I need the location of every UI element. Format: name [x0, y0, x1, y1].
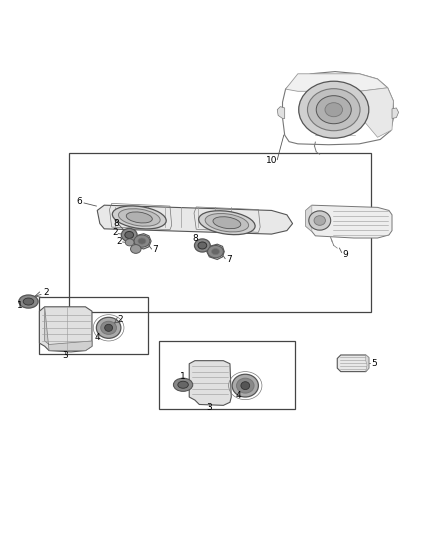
Ellipse shape — [213, 217, 241, 229]
Text: 2: 2 — [112, 228, 118, 237]
Text: 7: 7 — [152, 245, 158, 254]
Text: 8: 8 — [193, 233, 198, 243]
Text: 8: 8 — [113, 219, 119, 228]
Polygon shape — [97, 205, 293, 234]
Polygon shape — [286, 74, 388, 91]
Text: 1: 1 — [180, 373, 186, 382]
Ellipse shape — [199, 211, 255, 235]
Ellipse shape — [309, 211, 331, 230]
Text: 9: 9 — [343, 250, 348, 259]
Ellipse shape — [101, 321, 117, 334]
Ellipse shape — [178, 381, 188, 388]
Ellipse shape — [307, 88, 360, 131]
Ellipse shape — [134, 235, 150, 247]
Polygon shape — [366, 355, 369, 372]
Bar — [69, 152, 371, 312]
Ellipse shape — [118, 209, 160, 226]
Text: 5: 5 — [371, 359, 377, 368]
Polygon shape — [45, 307, 92, 351]
Polygon shape — [189, 361, 231, 405]
Ellipse shape — [96, 317, 121, 338]
Ellipse shape — [121, 229, 137, 241]
Ellipse shape — [125, 231, 134, 238]
Ellipse shape — [237, 378, 254, 393]
Ellipse shape — [125, 239, 134, 246]
Text: 4: 4 — [236, 391, 241, 400]
Ellipse shape — [314, 216, 325, 225]
Text: 3: 3 — [62, 351, 68, 360]
Polygon shape — [277, 107, 285, 118]
Ellipse shape — [138, 238, 146, 244]
Ellipse shape — [194, 239, 210, 252]
Polygon shape — [306, 205, 392, 238]
Ellipse shape — [126, 212, 152, 223]
Polygon shape — [359, 88, 393, 138]
Ellipse shape — [105, 324, 113, 332]
Polygon shape — [133, 233, 151, 249]
Ellipse shape — [205, 214, 249, 232]
Ellipse shape — [232, 374, 258, 397]
Bar — [159, 341, 295, 409]
Ellipse shape — [316, 96, 351, 124]
Ellipse shape — [198, 242, 207, 249]
Polygon shape — [207, 244, 224, 260]
Ellipse shape — [173, 378, 193, 391]
Ellipse shape — [299, 81, 369, 138]
Ellipse shape — [208, 246, 223, 258]
Text: 2: 2 — [117, 316, 123, 325]
Text: 6: 6 — [77, 197, 82, 206]
Polygon shape — [306, 205, 312, 231]
Ellipse shape — [23, 298, 34, 305]
Ellipse shape — [19, 295, 38, 308]
Text: 4: 4 — [95, 333, 100, 342]
Ellipse shape — [131, 245, 141, 253]
Bar — [39, 297, 148, 354]
Ellipse shape — [113, 206, 166, 229]
Text: 2: 2 — [116, 237, 122, 246]
Ellipse shape — [325, 103, 343, 117]
Text: 3: 3 — [206, 403, 212, 412]
Ellipse shape — [241, 382, 250, 390]
Polygon shape — [337, 355, 369, 372]
Polygon shape — [39, 307, 92, 352]
Text: 10: 10 — [266, 156, 278, 165]
Text: 1: 1 — [17, 301, 22, 310]
Ellipse shape — [212, 248, 219, 255]
Polygon shape — [392, 108, 399, 118]
Text: 7: 7 — [226, 255, 232, 264]
Text: 2: 2 — [44, 288, 49, 297]
